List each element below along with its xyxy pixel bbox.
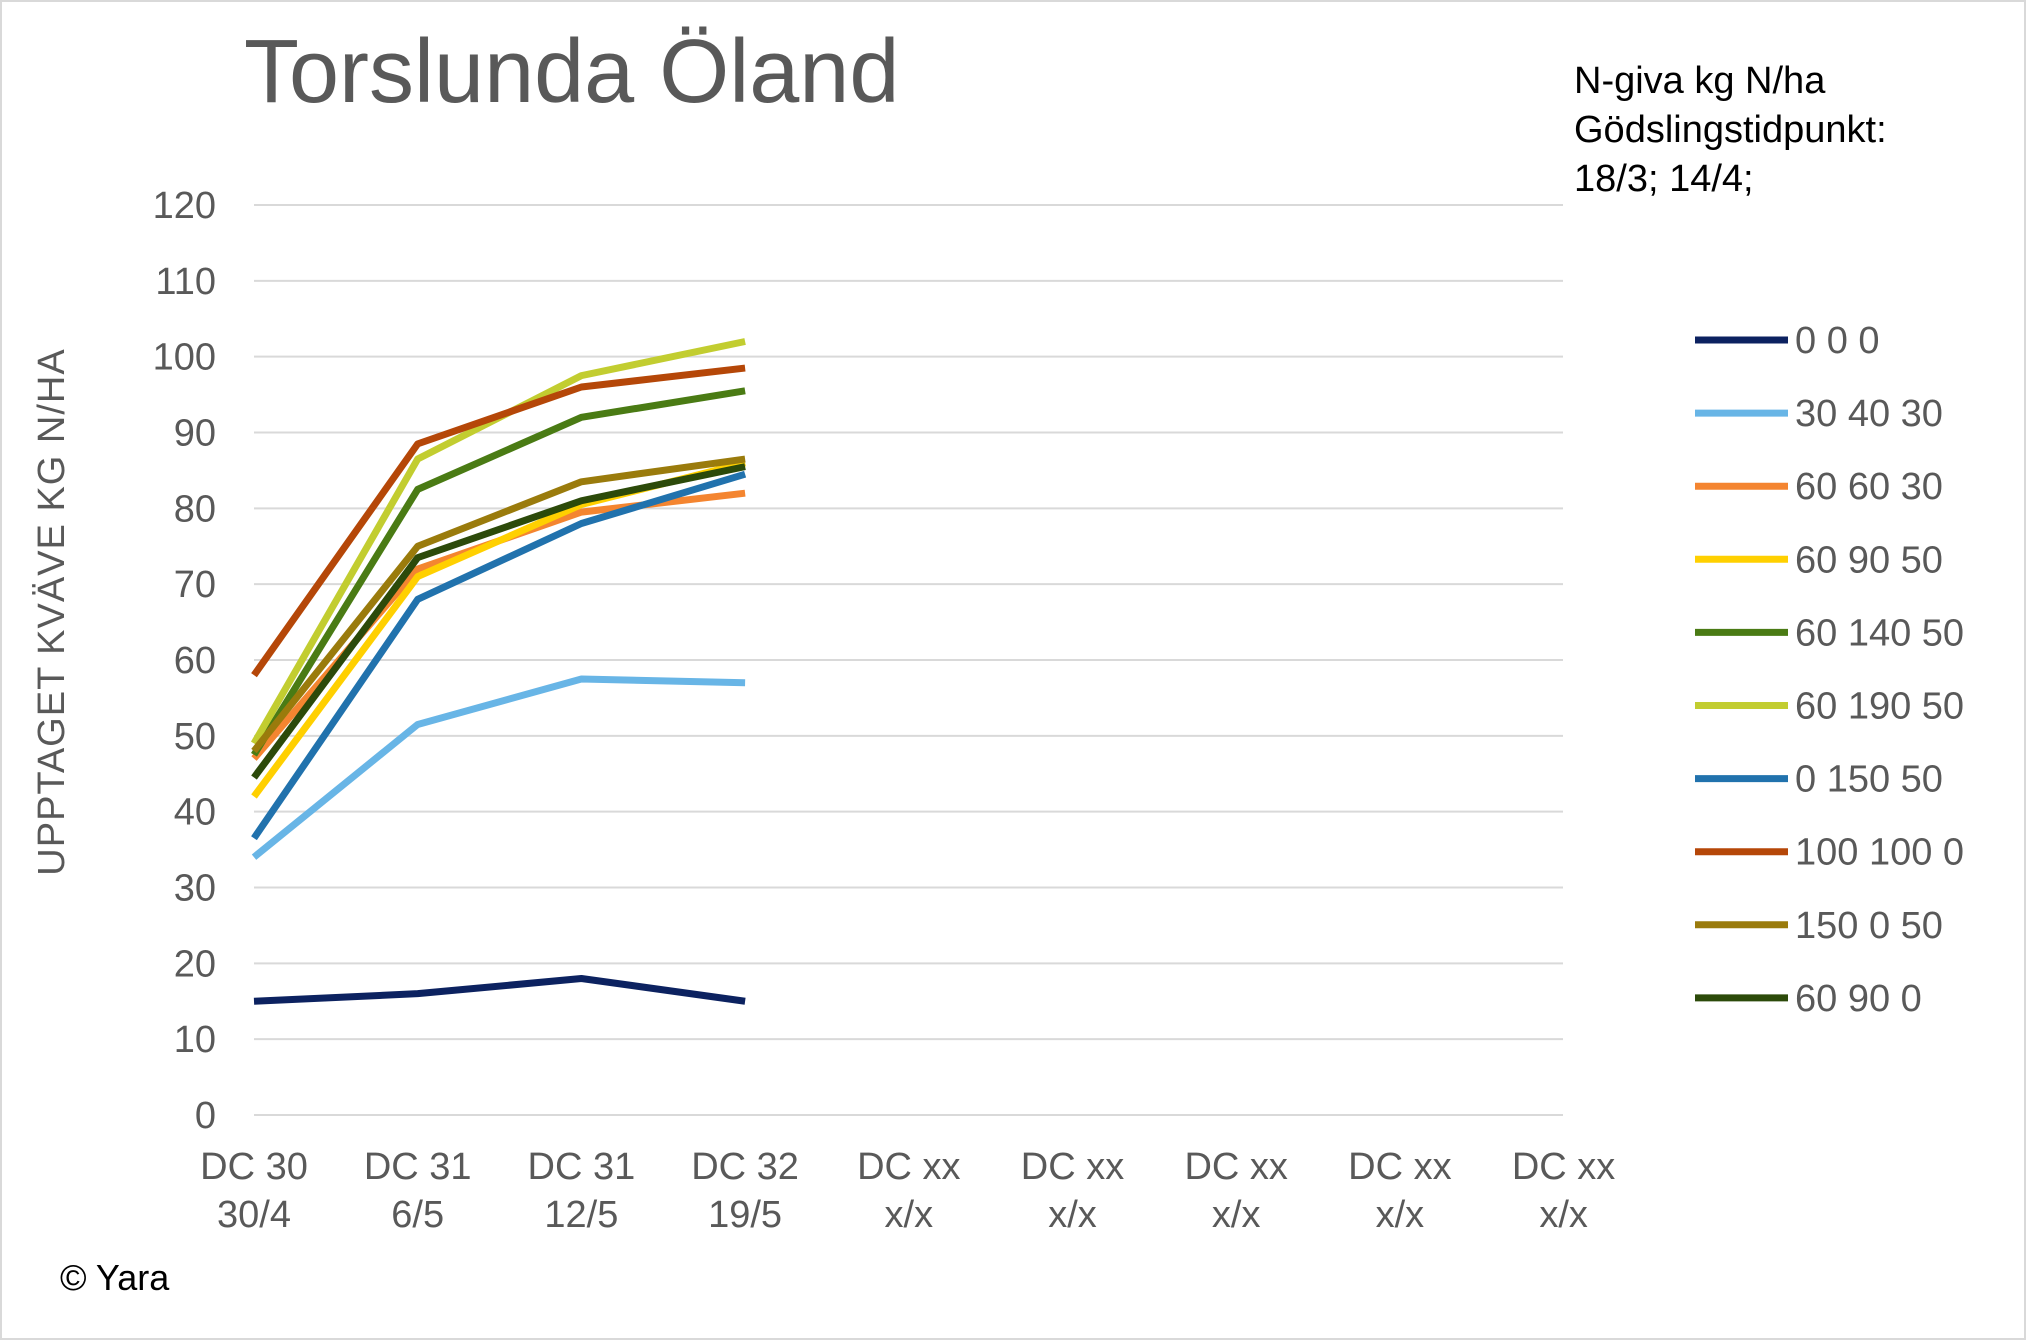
series-lines — [250, 338, 747, 1005]
x-tick-label: DC xx — [1512, 1146, 1615, 1188]
series-line-8 — [251, 364, 746, 678]
y-tick-label: 30 — [174, 868, 216, 910]
series-line-10 — [251, 463, 746, 780]
x-tick-sublabel: x/x — [1048, 1194, 1097, 1236]
legend-label: 30 40 30 — [1795, 393, 1943, 435]
y-tick-label: 10 — [174, 1019, 216, 1061]
series-line-9 — [251, 455, 746, 754]
legend-label: 0 150 50 — [1795, 759, 1943, 801]
x-tick-label: DC xx — [1184, 1146, 1287, 1188]
x-tick-sublabel: 19/5 — [708, 1194, 782, 1236]
chart-title: Torslunda Öland — [244, 22, 899, 122]
copyright-notice: © Yara — [60, 1257, 170, 1298]
series-line-7 — [251, 470, 747, 841]
note-line-1: N-giva kg N/ha — [1574, 60, 1826, 102]
x-tick-sublabel: x/x — [1212, 1194, 1261, 1236]
y-axis-ticks: 0 10 20 30 40 50 60 70 80 90 100 110 120 — [153, 185, 216, 1137]
series-line-1 — [253, 975, 746, 1005]
x-tick-label: DC 32 — [691, 1146, 799, 1188]
series-line-5 — [251, 387, 746, 757]
x-tick-label: DC 30 — [200, 1146, 308, 1188]
x-tick-label: DC xx — [1348, 1146, 1451, 1188]
series-line-3 — [251, 489, 746, 761]
gridlines — [254, 204, 1563, 1116]
legend: 0 0 0 30 40 30 60 60 30 60 90 50 60 140 50 60… — [1695, 320, 1964, 1020]
x-tick-sublabel: x/x — [1376, 1194, 1425, 1236]
legend-label: 60 190 50 — [1795, 686, 1964, 728]
x-tick-label: DC 31 — [528, 1146, 636, 1188]
y-tick-label: 40 — [174, 792, 216, 834]
x-tick-sublabel: 30/4 — [217, 1194, 291, 1236]
series-line-2 — [251, 675, 746, 860]
x-tick-sublabel: 12/5 — [544, 1194, 618, 1236]
y-tick-label: 60 — [174, 640, 216, 682]
x-tick-sublabel: x/x — [885, 1194, 934, 1236]
note-line-2: Gödslingstidpunkt: — [1574, 109, 1887, 151]
legend-label: 0 0 0 — [1795, 320, 1880, 362]
x-tick-label: DC 31 — [364, 1146, 472, 1188]
x-tick-label: DC xx — [1021, 1146, 1124, 1188]
x-tick-sublabel: x/x — [1539, 1194, 1588, 1236]
x-axis-ticks: DC 30 30/4 DC 31 6/5 DC 31 12/5 DC 32 19/5 DC xx… — [200, 1146, 1615, 1236]
y-tick-label: 90 — [174, 413, 216, 455]
legend-label: 60 60 30 — [1795, 466, 1943, 508]
y-axis-title: UPPTAGET KVÄVE KG N/HA — [31, 348, 73, 875]
y-tick-label: 100 — [153, 337, 216, 379]
y-tick-label: 80 — [174, 488, 216, 530]
y-tick-label: 110 — [155, 261, 216, 303]
y-tick-label: 120 — [153, 185, 216, 227]
y-tick-label: 70 — [174, 564, 216, 606]
legend-label: 150 0 50 — [1795, 905, 1943, 947]
legend-label: 100 100 0 — [1795, 832, 1964, 874]
note-line-3: 18/3; 14/4; — [1574, 158, 1754, 200]
y-tick-label: 0 — [195, 1095, 216, 1137]
legend-label: 60 90 0 — [1795, 978, 1922, 1020]
y-tick-label: 50 — [174, 716, 216, 758]
y-tick-label: 20 — [174, 943, 216, 985]
x-tick-label: DC xx — [857, 1146, 960, 1188]
x-tick-sublabel: 6/5 — [391, 1194, 444, 1236]
legend-label: 60 90 50 — [1795, 539, 1943, 581]
legend-label: 60 140 50 — [1795, 612, 1964, 654]
